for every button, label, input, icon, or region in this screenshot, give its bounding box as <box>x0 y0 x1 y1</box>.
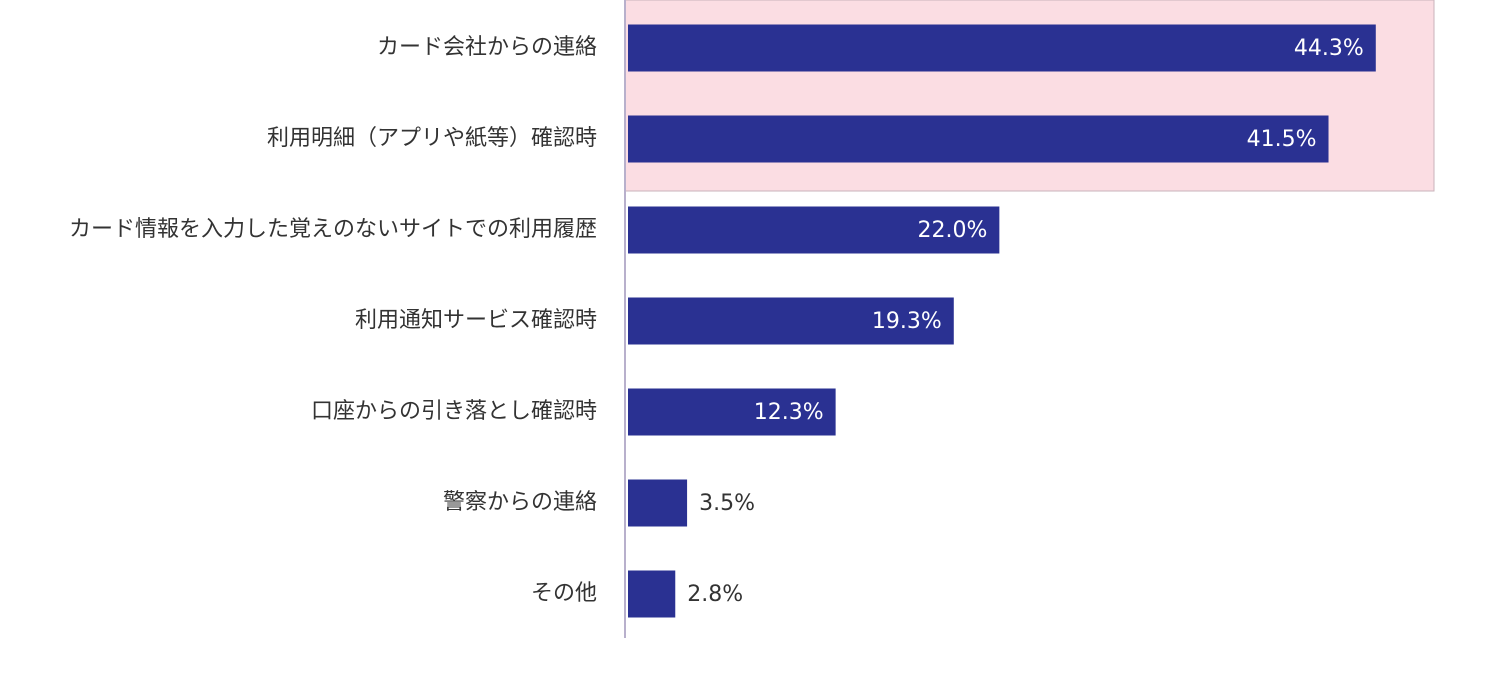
category-label: 利用通知サービス確認時 <box>355 308 597 333</box>
category-label: 利用明細（アプリや紙等）確認時 <box>267 126 597 151</box>
bar <box>628 206 1000 254</box>
bar <box>628 388 836 436</box>
bar <box>628 115 1329 163</box>
value-label: 19.3% <box>872 309 942 334</box>
category-label: その他 <box>531 581 597 606</box>
bar <box>628 570 676 618</box>
value-label: 41.5% <box>1247 127 1317 152</box>
value-label: 3.5% <box>699 491 755 516</box>
bar <box>628 297 954 345</box>
value-label: 12.3% <box>754 400 824 425</box>
bar <box>628 479 688 527</box>
category-label: カード会社からの連絡 <box>377 35 597 60</box>
category-label: 警察からの連絡 <box>443 490 597 515</box>
category-label: カード情報を入力した覚えのないサイトでの利用履歴 <box>69 217 597 242</box>
value-label: 44.3% <box>1294 36 1364 61</box>
category-label: 口座からの引き落とし確認時 <box>311 399 597 424</box>
value-label: 2.8% <box>687 582 743 607</box>
bar <box>628 24 1376 72</box>
value-label: 22.0% <box>917 218 987 243</box>
